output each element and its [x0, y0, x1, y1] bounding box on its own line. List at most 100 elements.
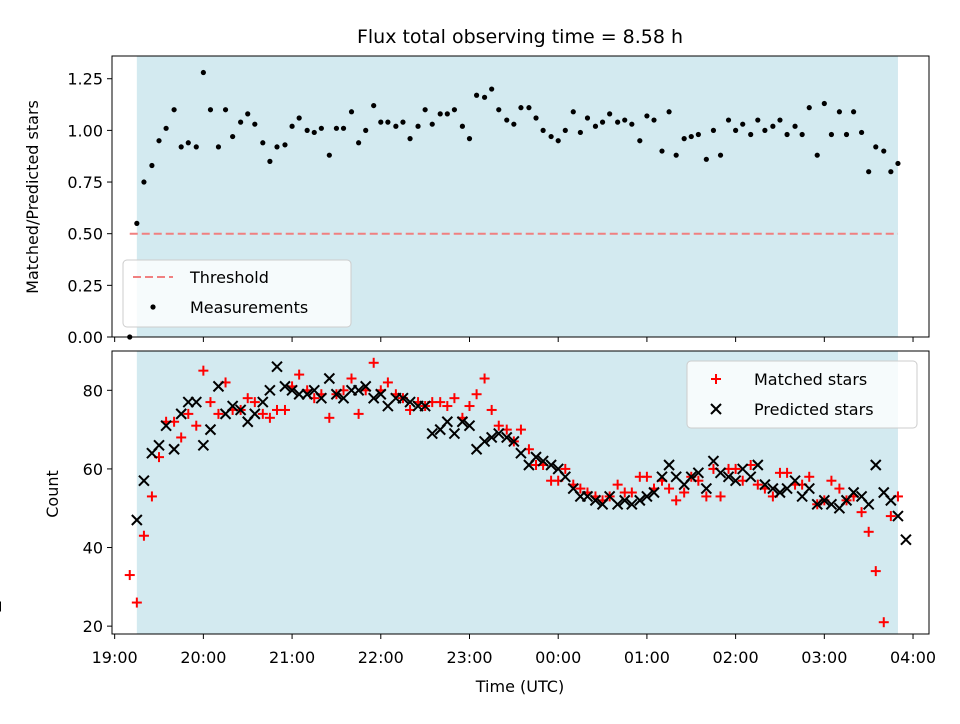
measurement-point — [348, 109, 355, 115]
measurement-point — [163, 125, 169, 131]
measurement-point — [282, 142, 288, 148]
measurement-point — [260, 140, 266, 146]
x-tick-label: 01:00 — [624, 648, 670, 667]
matched-star-point — [856, 507, 867, 518]
matched-star-point — [664, 483, 675, 494]
matched-star-point — [368, 357, 379, 368]
measurement-point — [340, 125, 347, 131]
predicted-star-point — [634, 494, 646, 507]
predicted-star-point — [508, 435, 520, 448]
matched-star-point — [752, 479, 763, 490]
predicted-star-point — [286, 384, 298, 397]
predicted-star-point — [611, 498, 624, 510]
predicted-star-point — [545, 459, 557, 471]
matched-star-point — [324, 412, 335, 423]
predicted-star-point — [515, 447, 527, 459]
x-b — [212, 380, 225, 393]
measurement-point — [238, 119, 244, 125]
top-legend: Threshold Measurements — [122, 259, 352, 328]
predicted-star-point — [648, 486, 660, 499]
x-b — [153, 439, 165, 452]
matched-star-point — [353, 408, 364, 419]
predicted-star-point — [714, 467, 727, 479]
measurement-point — [356, 140, 362, 146]
x-b — [537, 455, 549, 467]
x-b — [323, 372, 336, 385]
predicted-star-point — [330, 388, 343, 400]
measurement-point — [171, 107, 177, 113]
x-b — [818, 494, 831, 507]
predicted-star-point — [204, 423, 217, 436]
predicted-star-point — [818, 494, 831, 507]
x-b — [722, 471, 735, 483]
predicted-star-point — [885, 494, 897, 507]
x-b — [301, 388, 313, 400]
predicted-star-point — [530, 451, 542, 463]
x-tick-label: 22:00 — [358, 648, 404, 667]
matched-star-point — [191, 420, 202, 431]
measurement-point — [363, 127, 369, 133]
predicted-star-point — [619, 494, 631, 507]
predicted-star-point — [485, 431, 498, 444]
measurement-point — [215, 144, 222, 150]
x-b — [485, 431, 498, 444]
matched-star-point — [131, 597, 142, 608]
measurement-point — [548, 133, 554, 140]
legend-predicted-swatch-b — [710, 403, 722, 415]
measurement-point — [437, 111, 443, 117]
matched-star-point — [124, 570, 135, 581]
measurement-point — [725, 117, 732, 123]
measurement-point — [429, 121, 435, 127]
measurement-point — [622, 117, 628, 123]
legend-matched-label: Matched stars — [754, 370, 867, 389]
predicted-star-point — [315, 392, 328, 404]
measurement-point — [473, 92, 480, 98]
x-b — [375, 388, 387, 400]
predicted-star-point — [811, 498, 823, 510]
x-b — [168, 443, 180, 455]
x-tick-label: 03:00 — [801, 648, 847, 667]
x-b — [774, 486, 786, 499]
x-b — [685, 471, 697, 483]
top-y-tick-label: 0.75 — [67, 173, 103, 192]
x-b — [619, 494, 631, 507]
measurement-point — [415, 123, 421, 129]
x-b — [204, 423, 217, 436]
predicted-star-point — [419, 400, 431, 412]
matched-star-point — [479, 373, 490, 384]
predicted-star-point — [197, 439, 210, 452]
x-b — [359, 380, 372, 393]
measurement-point — [489, 86, 495, 92]
measurement-point — [888, 169, 894, 175]
x-b — [404, 396, 416, 408]
x-b — [315, 392, 328, 404]
legend-predicted-label: Predicted stars — [754, 400, 874, 419]
top-y-tick-label: 0.50 — [67, 225, 103, 244]
predicted-star-point — [279, 380, 291, 393]
x-b — [448, 427, 461, 440]
x-b — [759, 478, 771, 491]
predicted-star-point — [271, 361, 283, 373]
x-b — [441, 416, 454, 428]
top-axes-frame — [111, 55, 930, 338]
x-b — [508, 435, 520, 448]
x-axis-label: Time (UTC) — [475, 677, 564, 696]
matched-star-point — [257, 408, 268, 419]
predicted-star-point — [870, 459, 882, 471]
legend-threshold-label: Threshold — [189, 268, 269, 287]
measurement-point — [814, 152, 820, 158]
predicted-star-point — [825, 498, 838, 510]
predicted-star-point — [404, 396, 416, 408]
measurement-point — [695, 131, 701, 138]
measurement-point — [333, 125, 340, 131]
x-b — [811, 498, 823, 510]
predicted-star-point — [589, 494, 602, 507]
predicted-star-point — [131, 514, 143, 526]
measurement-point — [296, 115, 302, 121]
x-b — [581, 490, 594, 503]
x-b — [559, 471, 572, 483]
matched-star-point — [878, 617, 889, 628]
predicted-star-point — [767, 482, 779, 495]
measurement-point — [311, 129, 317, 136]
measurement-point — [422, 107, 428, 113]
